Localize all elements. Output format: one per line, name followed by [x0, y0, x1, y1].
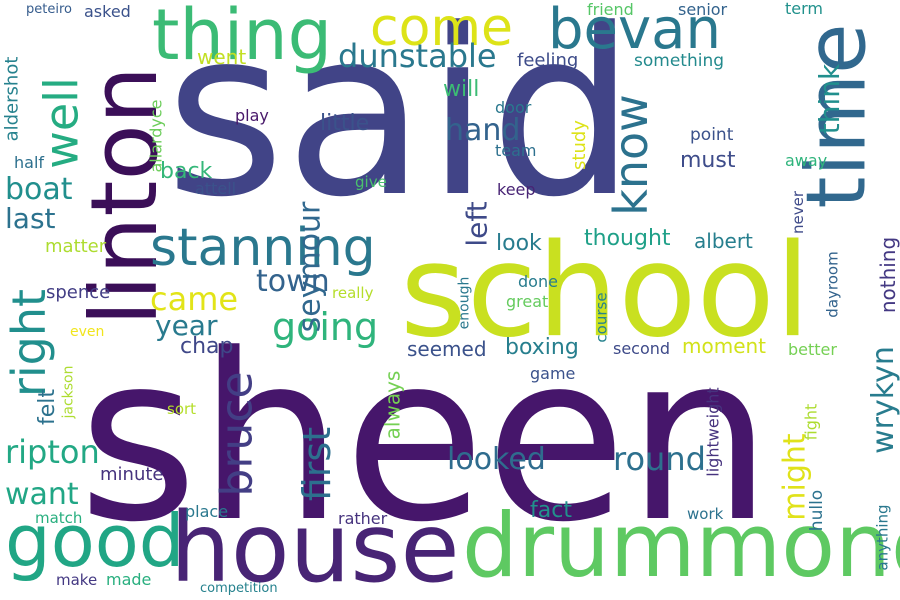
word: thought — [584, 226, 671, 251]
word: match — [35, 509, 83, 527]
word: must — [680, 148, 736, 173]
word: done — [518, 272, 558, 291]
word: wrykyn — [865, 346, 900, 454]
word: bevan — [548, 0, 721, 62]
word: sheen — [78, 306, 773, 573]
word: second — [613, 339, 671, 358]
word: point — [690, 125, 734, 145]
word: right — [2, 288, 57, 398]
word: team — [495, 141, 537, 160]
word: house — [170, 492, 460, 600]
word: senior — [678, 0, 728, 19]
word: albert — [694, 229, 753, 253]
word: keep — [497, 180, 536, 199]
word: well — [34, 77, 89, 169]
word: never — [789, 190, 808, 235]
word: sort — [167, 400, 197, 418]
word: matter — [45, 236, 107, 257]
word: term — [785, 0, 823, 18]
word: even — [70, 324, 105, 340]
word: went — [197, 45, 247, 69]
word: chap — [180, 334, 234, 359]
word: left — [460, 201, 494, 247]
word: friend — [587, 0, 634, 19]
word: lightweight — [703, 387, 723, 477]
word: came — [150, 280, 239, 318]
word: town — [256, 264, 330, 299]
word: last — [5, 202, 56, 235]
word: something — [634, 51, 725, 71]
word: minute — [100, 464, 164, 485]
word: felt — [35, 388, 61, 426]
word: year — [155, 309, 218, 342]
word: first — [295, 426, 340, 502]
word: enough — [456, 276, 473, 330]
word: fight — [801, 403, 821, 441]
word: moment — [682, 334, 767, 358]
word: stanning — [150, 218, 376, 278]
word: give — [355, 173, 387, 191]
word: feeling — [517, 50, 579, 71]
word: want — [5, 477, 79, 512]
word: course — [592, 292, 611, 343]
word: away — [785, 151, 828, 170]
word: know — [603, 94, 658, 216]
word: allardyce — [146, 99, 166, 173]
word: ripton — [5, 433, 100, 471]
word: always — [380, 370, 405, 440]
word: round — [613, 440, 706, 478]
word: little — [320, 111, 370, 136]
word: anything — [873, 504, 892, 571]
word: jackson — [60, 365, 77, 419]
word: drummond — [462, 494, 900, 597]
word: nothing — [876, 236, 900, 314]
word: seemed — [407, 337, 487, 361]
word: asked — [84, 2, 131, 21]
word: boxing — [505, 335, 579, 360]
word: dunstable — [338, 37, 497, 75]
word: door — [495, 98, 532, 117]
word: going — [272, 305, 379, 349]
word: hullo — [807, 489, 828, 532]
word: make — [56, 571, 98, 589]
word: good — [5, 499, 185, 583]
word: better — [788, 340, 837, 359]
word: dayroom — [823, 251, 842, 318]
word: think — [813, 63, 847, 135]
word: play — [235, 106, 269, 125]
word: great — [506, 292, 549, 311]
word: looked — [447, 442, 546, 477]
word: attell — [195, 179, 237, 198]
word: work — [687, 505, 724, 523]
word: aldershot — [1, 56, 23, 142]
word: half — [14, 153, 45, 172]
word: come — [370, 0, 514, 58]
word: look — [496, 231, 542, 256]
word: game — [530, 364, 576, 383]
word: spence — [46, 282, 111, 303]
word: really — [332, 284, 374, 302]
word: study — [568, 120, 590, 170]
word: will — [443, 77, 480, 102]
word: peteiro — [26, 2, 72, 17]
word: thing — [152, 0, 333, 76]
word: made — [106, 570, 152, 589]
word: school — [400, 217, 811, 366]
word: hand — [445, 113, 521, 148]
word: fact — [530, 498, 572, 523]
word: place — [185, 502, 229, 521]
word: bruce — [211, 371, 263, 497]
word: said — [165, 0, 636, 248]
word: rather — [338, 509, 388, 528]
word: boat — [5, 172, 73, 207]
word: back — [160, 159, 213, 184]
word: competition — [200, 581, 278, 596]
word: might — [777, 433, 813, 521]
